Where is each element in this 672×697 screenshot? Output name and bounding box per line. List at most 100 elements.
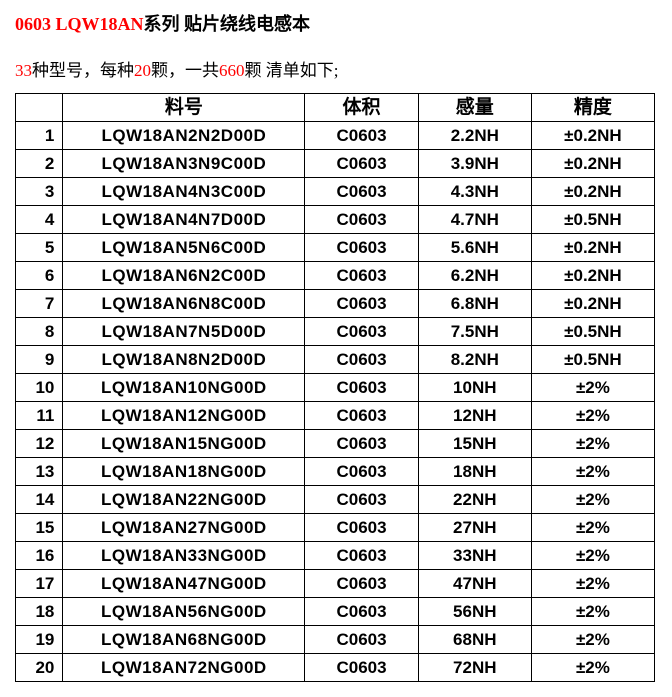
cell-tolerance: ±2%: [531, 514, 654, 542]
cell-part: LQW18AN7N5D00D: [63, 318, 305, 346]
cell-index: 1: [16, 122, 63, 150]
cell-inductance: 22NH: [418, 486, 531, 514]
sub-p2: 种型号，每种: [32, 61, 134, 80]
cell-part: LQW18AN8N2D00D: [63, 346, 305, 374]
cell-size: C0603: [305, 430, 418, 458]
cell-tolerance: ±0.2NH: [531, 262, 654, 290]
cell-part: LQW18AN18NG00D: [63, 458, 305, 486]
cell-inductance: 27NH: [418, 514, 531, 542]
cell-size: C0603: [305, 654, 418, 682]
cell-inductance: 10NH: [418, 374, 531, 402]
cell-inductance: 12NH: [418, 402, 531, 430]
title-prefix: 0603 LQW18AN: [15, 14, 144, 34]
cell-inductance: 7.5NH: [418, 318, 531, 346]
cell-part: LQW18AN12NG00D: [63, 402, 305, 430]
cell-tolerance: ±0.2NH: [531, 178, 654, 206]
cell-inductance: 68NH: [418, 626, 531, 654]
cell-part: LQW18AN72NG00D: [63, 654, 305, 682]
cell-index: 3: [16, 178, 63, 206]
cell-inductance: 6.2NH: [418, 262, 531, 290]
cell-part: LQW18AN27NG00D: [63, 514, 305, 542]
table-row: 14LQW18AN22NG00DC060322NH±2%: [16, 486, 655, 514]
cell-inductance: 33NH: [418, 542, 531, 570]
cell-index: 7: [16, 290, 63, 318]
cell-index: 19: [16, 626, 63, 654]
title-suffix: 系列 贴片绕线电感本: [144, 14, 311, 34]
cell-size: C0603: [305, 318, 418, 346]
cell-tolerance: ±2%: [531, 598, 654, 626]
table-row: 6LQW18AN6N2C00DC06036.2NH±0.2NH: [16, 262, 655, 290]
cell-inductance: 5.6NH: [418, 234, 531, 262]
cell-index: 20: [16, 654, 63, 682]
table-row: 1LQW18AN2N2D00DC06032.2NH±0.2NH: [16, 122, 655, 150]
cell-index: 11: [16, 402, 63, 430]
table-row: 16LQW18AN33NG00DC060333NH±2%: [16, 542, 655, 570]
cell-inductance: 15NH: [418, 430, 531, 458]
table-row: 9LQW18AN8N2D00DC06038.2NH±0.5NH: [16, 346, 655, 374]
cell-tolerance: ±2%: [531, 430, 654, 458]
cell-part: LQW18AN22NG00D: [63, 486, 305, 514]
cell-part: LQW18AN2N2D00D: [63, 122, 305, 150]
sub-p1: 33: [15, 61, 32, 80]
cell-size: C0603: [305, 514, 418, 542]
table-row: 7LQW18AN6N8C00DC06036.8NH±0.2NH: [16, 290, 655, 318]
table-row: 5LQW18AN5N6C00DC06035.6NH±0.2NH: [16, 234, 655, 262]
cell-tolerance: ±2%: [531, 654, 654, 682]
cell-index: 17: [16, 570, 63, 598]
cell-tolerance: ±0.2NH: [531, 234, 654, 262]
cell-part: LQW18AN4N3C00D: [63, 178, 305, 206]
cell-part: LQW18AN10NG00D: [63, 374, 305, 402]
cell-size: C0603: [305, 234, 418, 262]
cell-inductance: 8.2NH: [418, 346, 531, 374]
col-tolerance: 精度: [531, 94, 654, 122]
cell-size: C0603: [305, 598, 418, 626]
cell-size: C0603: [305, 122, 418, 150]
cell-index: 14: [16, 486, 63, 514]
cell-index: 12: [16, 430, 63, 458]
table-row: 3LQW18AN4N3C00DC06034.3NH±0.2NH: [16, 178, 655, 206]
cell-part: LQW18AN4N7D00D: [63, 206, 305, 234]
cell-tolerance: ±2%: [531, 626, 654, 654]
cell-size: C0603: [305, 626, 418, 654]
table-row: 8LQW18AN7N5D00DC06037.5NH±0.5NH: [16, 318, 655, 346]
table-header-row: 料号 体积 感量 精度: [16, 94, 655, 122]
cell-index: 4: [16, 206, 63, 234]
cell-size: C0603: [305, 374, 418, 402]
table-row: 18LQW18AN56NG00DC060356NH±2%: [16, 598, 655, 626]
cell-index: 18: [16, 598, 63, 626]
cell-size: C0603: [305, 486, 418, 514]
col-index: [16, 94, 63, 122]
cell-part: LQW18AN6N2C00D: [63, 262, 305, 290]
cell-tolerance: ±0.5NH: [531, 206, 654, 234]
cell-part: LQW18AN33NG00D: [63, 542, 305, 570]
cell-tolerance: ±2%: [531, 542, 654, 570]
cell-size: C0603: [305, 570, 418, 598]
cell-part: LQW18AN68NG00D: [63, 626, 305, 654]
cell-tolerance: ±0.5NH: [531, 346, 654, 374]
table-row: 19LQW18AN68NG00DC060368NH±2%: [16, 626, 655, 654]
cell-part: LQW18AN5N6C00D: [63, 234, 305, 262]
cell-part: LQW18AN15NG00D: [63, 430, 305, 458]
cell-index: 8: [16, 318, 63, 346]
cell-inductance: 47NH: [418, 570, 531, 598]
cell-size: C0603: [305, 262, 418, 290]
cell-size: C0603: [305, 150, 418, 178]
cell-part: LQW18AN56NG00D: [63, 598, 305, 626]
cell-inductance: 72NH: [418, 654, 531, 682]
cell-index: 6: [16, 262, 63, 290]
cell-index: 9: [16, 346, 63, 374]
page-subtitle: 33种型号，每种20颗，一共660颗 清单如下;: [15, 56, 657, 81]
cell-size: C0603: [305, 542, 418, 570]
cell-part: LQW18AN47NG00D: [63, 570, 305, 598]
col-part: 料号: [63, 94, 305, 122]
cell-index: 5: [16, 234, 63, 262]
cell-tolerance: ±2%: [531, 402, 654, 430]
table-row: 20LQW18AN72NG00DC060372NH±2%: [16, 654, 655, 682]
sub-p4: 颗，一共: [151, 61, 219, 80]
table-body: 1LQW18AN2N2D00DC06032.2NH±0.2NH2LQW18AN3…: [16, 122, 655, 682]
table-row: 4LQW18AN4N7D00DC06034.7NH±0.5NH: [16, 206, 655, 234]
table-row: 17LQW18AN47NG00DC060347NH±2%: [16, 570, 655, 598]
table-row: 10LQW18AN10NG00DC060310NH±2%: [16, 374, 655, 402]
table-row: 11LQW18AN12NG00DC060312NH±2%: [16, 402, 655, 430]
cell-tolerance: ±0.2NH: [531, 150, 654, 178]
